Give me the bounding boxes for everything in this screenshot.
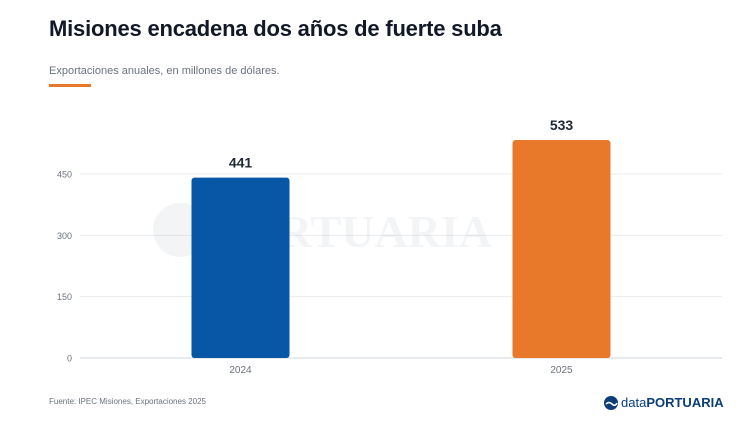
source-note: Fuente: IPEC Misiones, Exportaciones 202…: [49, 397, 206, 406]
brand-prefix: data: [621, 395, 647, 410]
x-tick-label: 2024: [229, 365, 252, 376]
accent-underline: [49, 84, 91, 87]
y-tick-label: 300: [57, 231, 72, 241]
data-label: 533: [550, 117, 574, 133]
y-tick-label: 450: [57, 170, 72, 180]
ship-wave-icon: [604, 395, 618, 410]
y-tick-label: 0: [67, 354, 72, 364]
data-label: 441: [229, 155, 253, 171]
chart-title: Misiones encadena dos años de fuerte sub…: [49, 16, 502, 41]
brand-logo: data PORTUARIA: [604, 395, 724, 410]
brand-name: PORTUARIA: [646, 395, 724, 410]
bar-2024: [191, 177, 290, 358]
bar-2025: [512, 140, 611, 358]
chart-subtitle: Exportaciones anuales, en millones de dó…: [49, 65, 280, 77]
x-tick-label: 2025: [550, 365, 573, 376]
y-tick-label: 150: [57, 292, 72, 302]
